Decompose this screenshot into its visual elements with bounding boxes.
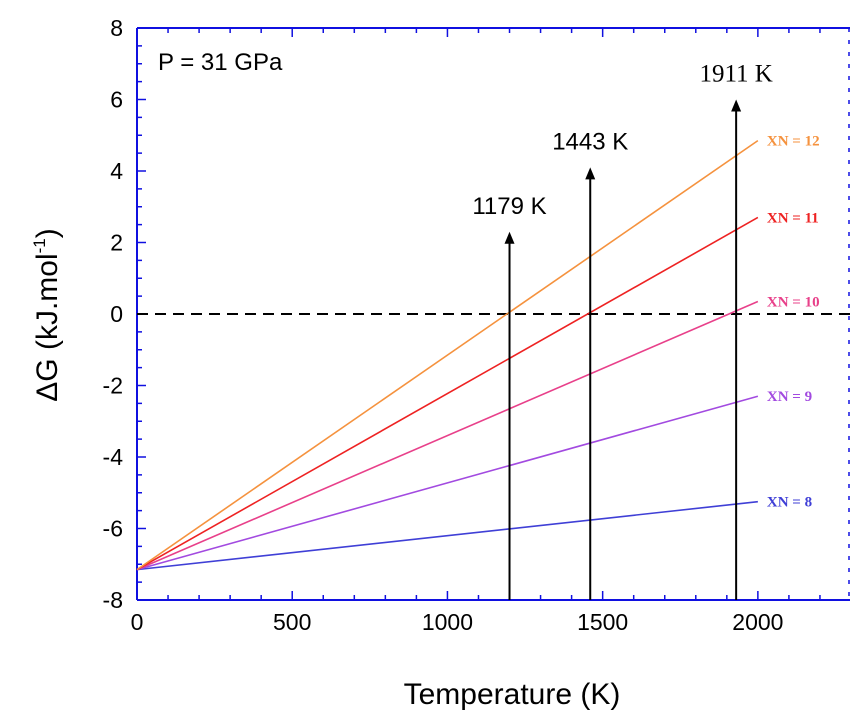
series-label: XN = 11 bbox=[767, 210, 819, 226]
temperature-annotation: 1179 K bbox=[472, 193, 546, 220]
x-tick-label: 1000 bbox=[422, 609, 473, 635]
pressure-label: P = 31 GPa bbox=[158, 49, 283, 76]
y-axis-title-close: ) bbox=[31, 228, 64, 238]
y-axis-title-main: ΔG (kJ.mol bbox=[31, 253, 64, 401]
series-label: XN = 9 bbox=[767, 389, 812, 405]
y-axis-title: ΔG (kJ.mol-1) bbox=[30, 228, 64, 402]
y-tick-label: 4 bbox=[110, 158, 123, 184]
y-axis-title-superscript: -1 bbox=[30, 238, 49, 253]
y-tick-label: 8 bbox=[110, 15, 123, 41]
y-tick-label: -6 bbox=[103, 516, 123, 542]
y-tick-label: 2 bbox=[110, 230, 123, 256]
x-tick-label: 2000 bbox=[732, 609, 783, 635]
x-axis-title: Temperature (K) bbox=[404, 678, 621, 711]
series-line bbox=[136, 216, 759, 571]
x-tick-label: 0 bbox=[131, 609, 144, 635]
x-tick-label: 500 bbox=[273, 609, 311, 635]
series-line bbox=[136, 139, 759, 571]
y-tick-label: 6 bbox=[110, 87, 123, 113]
arrow-head bbox=[504, 231, 515, 244]
arrow-head bbox=[731, 99, 742, 112]
series-line bbox=[136, 300, 759, 571]
series-line bbox=[136, 395, 759, 571]
series-line bbox=[136, 500, 758, 571]
series-label: XN = 12 bbox=[767, 134, 820, 150]
y-tick-label: -4 bbox=[103, 444, 124, 470]
series-label: XN = 8 bbox=[767, 495, 812, 511]
series-label: XN = 10 bbox=[767, 294, 820, 310]
y-tick-label: -8 bbox=[103, 587, 123, 613]
y-tick-label: 0 bbox=[110, 301, 123, 327]
x-tick-label: 1500 bbox=[577, 609, 628, 635]
arrow-head bbox=[585, 167, 596, 180]
temperature-annotation: 1911 K bbox=[699, 61, 772, 88]
y-tick-label: -2 bbox=[103, 373, 123, 399]
temperature-annotation: 1443 K bbox=[552, 128, 628, 155]
